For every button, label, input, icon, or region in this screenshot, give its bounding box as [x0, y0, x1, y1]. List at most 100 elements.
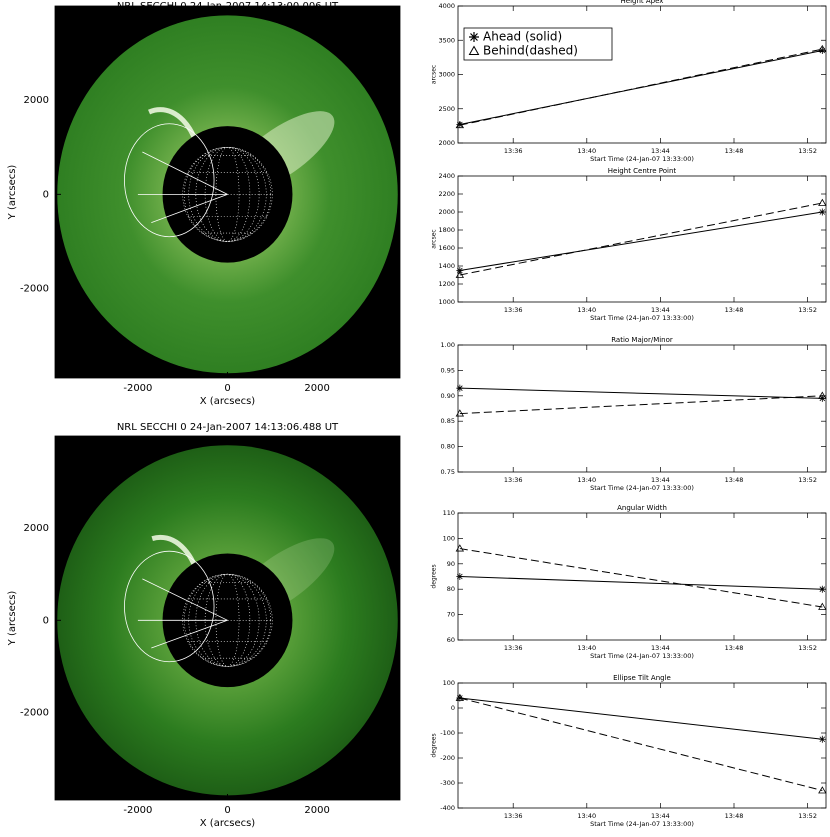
legend-marker — [469, 32, 479, 42]
x-axis-label: Start Time (24-Jan-07 13:33:00) — [590, 314, 694, 322]
y-axis-label: degrees — [431, 564, 438, 588]
legend-label: Behind(dashed) — [483, 44, 578, 58]
series-line — [459, 697, 823, 740]
chart-title: Ellipse Tilt Angle — [613, 674, 671, 682]
y-tick-label: 1200 — [438, 280, 455, 288]
triangle-marker — [455, 409, 465, 417]
x-axis-label: X (arcsecs) — [200, 396, 256, 407]
x-tick-label: 13:52 — [798, 644, 817, 652]
chart-title: Height Centre Point — [608, 167, 677, 175]
y-tick-label: 2400 — [438, 172, 455, 180]
x-tick-label: 13:36 — [504, 147, 523, 155]
meridian — [215, 573, 240, 667]
x-tick-label: 2000 — [304, 805, 329, 816]
x-tick-label: 0 — [224, 383, 230, 394]
meridian — [215, 146, 240, 242]
x-tick-label: 13:48 — [725, 147, 744, 155]
triangle-marker — [455, 120, 465, 129]
y-axis-label: arcsec — [431, 65, 438, 84]
y-tick-label: 100 — [443, 534, 455, 542]
chart-title: NRL SECCHI 0 24-Jan-2007 14:13:00.006 UT — [117, 1, 339, 12]
chart-title: Height Apex — [621, 0, 664, 5]
series-line — [459, 395, 823, 415]
plot-frame — [457, 344, 827, 473]
x-tick-label: 2000 — [304, 383, 329, 394]
y-axis-label: degrees — [431, 733, 438, 757]
y-tick-label: 0.90 — [441, 392, 455, 400]
plot-frame — [457, 512, 827, 641]
x-tick-label: 13:52 — [798, 812, 817, 820]
sun-grid — [182, 573, 273, 667]
y-tick-label: 2200 — [438, 190, 455, 198]
x-tick-label: 13:48 — [725, 476, 744, 484]
y-tick-label: 1800 — [438, 226, 455, 234]
y-tick-label: -300 — [440, 779, 455, 787]
triangle-marker — [455, 270, 465, 278]
y-tick-label: 0.85 — [441, 417, 455, 425]
series-line — [459, 576, 823, 590]
y-tick-label: 0 — [451, 704, 455, 712]
asterisk-marker — [818, 47, 826, 55]
y-tick-label: 0.75 — [441, 468, 455, 476]
y-tick-label: 90 — [447, 560, 455, 568]
y-tick-label: 0 — [43, 615, 49, 626]
y-tick-label: 1400 — [438, 262, 455, 270]
x-tick-label: 13:40 — [577, 644, 596, 652]
meridian — [188, 573, 267, 667]
y-axis-label: arcsec — [431, 229, 438, 248]
cme-model — [124, 550, 228, 663]
series-line — [459, 387, 823, 399]
x-tick-label: 13:48 — [725, 306, 744, 314]
series-line — [459, 202, 823, 276]
y-tick-label: 2000 — [438, 139, 455, 147]
x-tick-label: -2000 — [123, 805, 152, 816]
asterisk-marker — [456, 384, 464, 392]
y-tick-label: 60 — [447, 636, 455, 644]
triangle-marker — [455, 693, 465, 701]
asterisk-marker — [818, 735, 826, 743]
y-tick-label: -2000 — [20, 707, 49, 718]
model-line — [151, 193, 228, 223]
y-tick-label: 110 — [443, 509, 455, 517]
y-tick-label: 70 — [447, 611, 455, 619]
x-axis-label: Start Time (24-Jan-07 13:33:00) — [590, 484, 694, 492]
model-ellipse — [124, 550, 215, 663]
x-tick-label: 13:44 — [651, 306, 670, 314]
meridian — [195, 573, 260, 667]
asterisk-marker — [818, 208, 826, 216]
model-ellipse — [124, 123, 215, 238]
x-tick-label: 13:48 — [725, 812, 744, 820]
triangle-marker — [818, 602, 827, 610]
x-tick-label: 13:44 — [651, 644, 670, 652]
cme-model — [124, 123, 228, 238]
x-tick-label: 13:52 — [798, 147, 817, 155]
series-line — [459, 548, 823, 608]
series-line — [459, 697, 823, 791]
x-tick-label: 0 — [224, 805, 230, 816]
y-tick-label: 1000 — [438, 298, 455, 306]
y-tick-label: 3000 — [438, 71, 455, 79]
x-tick-label: 13:52 — [798, 306, 817, 314]
x-tick-label: 13:44 — [651, 147, 670, 155]
x-axis-label: Start Time (24-Jan-07 13:33:00) — [590, 155, 694, 163]
legend-label: Ahead (solid) — [483, 30, 562, 44]
x-tick-label: 13:48 — [725, 644, 744, 652]
triangle-marker — [818, 391, 827, 399]
x-axis-label: X (arcsecs) — [200, 818, 256, 829]
x-axis-label: Start Time (24-Jan-07 13:33:00) — [590, 820, 694, 828]
y-tick-label: 100 — [443, 679, 455, 687]
y-tick-label: 2000 — [24, 523, 49, 534]
series-line — [459, 211, 823, 271]
asterisk-marker — [818, 585, 826, 593]
y-tick-label: 3500 — [438, 36, 455, 44]
x-tick-label: 13:36 — [504, 306, 523, 314]
x-tick-label: 13:44 — [651, 476, 670, 484]
x-tick-label: 13:36 — [504, 812, 523, 820]
asterisk-marker — [456, 121, 464, 129]
y-tick-label: -100 — [440, 729, 455, 737]
meridian — [204, 573, 251, 667]
triangle-marker — [818, 786, 827, 794]
x-tick-label: 13:36 — [504, 644, 523, 652]
y-tick-label: 0.80 — [441, 443, 455, 451]
model-line — [151, 619, 228, 649]
